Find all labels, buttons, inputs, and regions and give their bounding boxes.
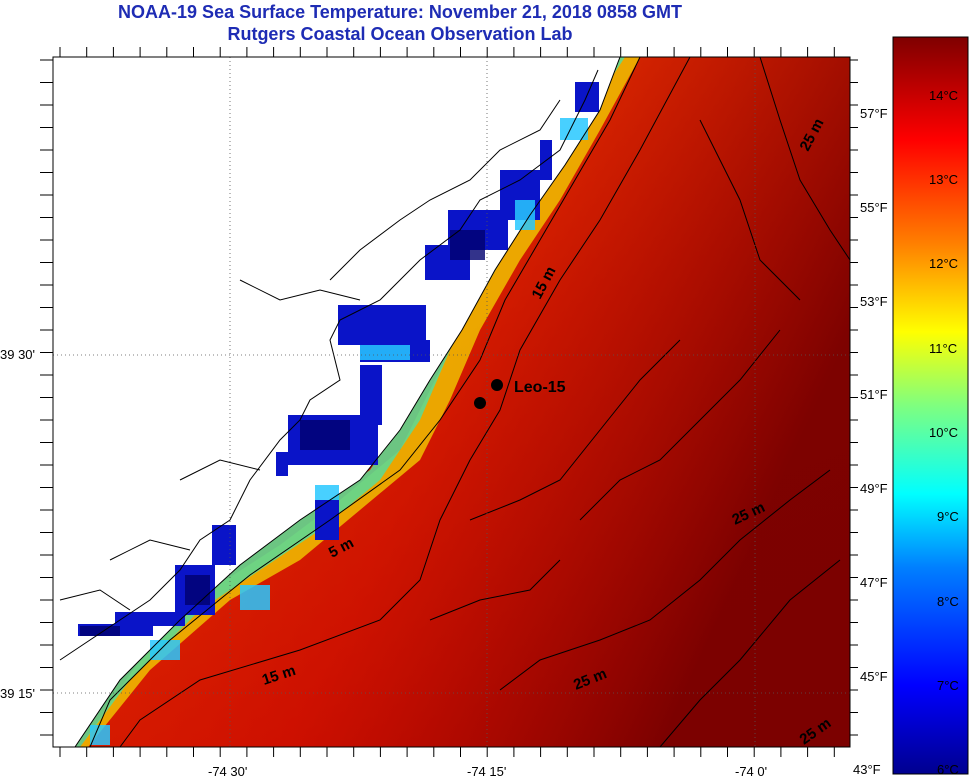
colorbar-celsius-label: 13°C xyxy=(929,172,959,187)
colorbar-fahrenheit-label: 49°F xyxy=(860,481,888,496)
colorbar-celsius-label: 8°C xyxy=(937,594,959,609)
lon-label: -74 30' xyxy=(208,764,248,779)
map-title: NOAA-19 Sea Surface Temperature: Novembe… xyxy=(118,2,682,22)
colorbar-fahrenheit-label: 47°F xyxy=(860,575,888,590)
map-subtitle: Rutgers Coastal Ocean Observation Lab xyxy=(227,24,573,44)
colorbar-fahrenheit-label: 53°F xyxy=(860,294,888,309)
colorbar-celsius-label: 6°C xyxy=(937,762,959,777)
colorbar-fahrenheit-label: 51°F xyxy=(860,387,888,402)
station-label: Leo-15 xyxy=(514,379,566,396)
leo15-marker xyxy=(491,379,503,391)
colorbar-celsius-label: 9°C xyxy=(937,509,959,524)
colorbar-fahrenheit-label: 57°F xyxy=(860,106,888,121)
colorbar-celsius-label: 11°C xyxy=(929,341,958,356)
lat-label: 39 30' xyxy=(0,347,36,362)
plot-frame xyxy=(52,56,851,748)
lon-label: -74 15' xyxy=(467,764,507,779)
sst-field: 15 m 5 m 15 m 25 m 25 m 25 m 25 m xyxy=(53,57,850,747)
colorbar-fahrenheit-label: 45°F xyxy=(860,669,888,684)
colorbar-celsius-label: 12°C xyxy=(929,256,959,271)
colorbar-fahrenheit-label: 55°F xyxy=(860,200,888,215)
colorbar-fahrenheit-label: 43°F xyxy=(853,762,881,777)
lat-label: 39 15' xyxy=(0,686,36,701)
colorbar xyxy=(892,36,969,775)
lon-label: -74 0' xyxy=(735,764,768,779)
colorbar-celsius-label: 7°C xyxy=(937,678,959,693)
colorbar-celsius-label: 10°C xyxy=(929,425,959,440)
station-marker xyxy=(474,397,486,409)
colorbar-celsius-label: 14°C xyxy=(929,88,959,103)
